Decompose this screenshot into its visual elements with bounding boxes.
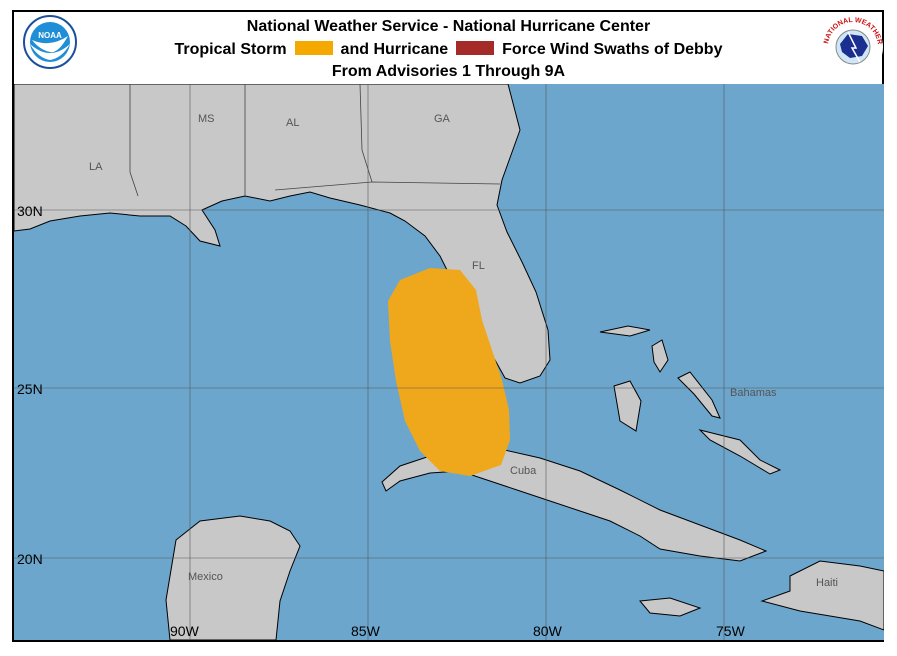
- title-hurricane: and Hurricane: [340, 41, 449, 58]
- label-mexico: Mexico: [188, 571, 223, 583]
- title-wind-swaths: Force Wind Swaths of Debby: [502, 41, 723, 58]
- eleuthera: [677, 371, 721, 419]
- nws-logo: NATIONAL WEATHER SERVICE: [818, 14, 883, 77]
- title-line-3: From Advisories 1 Through 9A: [331, 63, 566, 80]
- yucatan-mexico: [165, 515, 301, 640]
- lon-label-80w: 80W: [533, 623, 563, 639]
- label-cuba: Cuba: [510, 465, 537, 477]
- title-tropical-storm: Tropical Storm: [174, 41, 287, 58]
- title-line-1: National Weather Service - National Hurr…: [246, 18, 651, 35]
- hurricane-legend-swatch: [456, 41, 495, 55]
- svg-text:NOAA: NOAA: [38, 31, 62, 40]
- us-mainland: [14, 84, 551, 384]
- lat-label-25n: 25N: [17, 381, 43, 397]
- tropical-storm-wind-swath: [388, 268, 510, 476]
- tropical-storm-legend-swatch: [294, 41, 333, 55]
- lat-label-20n: 20N: [17, 551, 43, 567]
- noaa-logo: NOAA: [23, 15, 77, 69]
- label-ga: GA: [434, 113, 451, 125]
- lon-label-75w: 75W: [716, 623, 746, 639]
- bahamas-south: [698, 429, 782, 475]
- label-la: LA: [89, 161, 103, 173]
- lon-label-90w: 90W: [170, 623, 200, 639]
- lat-label-30n: 30N: [17, 203, 43, 219]
- andros-island: [613, 380, 642, 432]
- title-line-2: Tropical Storm and Hurricane Force Wind Sw…: [0, 41, 897, 59]
- jamaica: [639, 597, 702, 617]
- state-borders: [129, 84, 501, 197]
- hispaniola: [760, 560, 884, 631]
- wind-swath-map: MS AL GA LA FL Bahamas Cuba Mexico Haiti…: [14, 84, 884, 640]
- graticule: [14, 84, 884, 640]
- lon-label-85w: 85W: [351, 623, 381, 639]
- label-ms: MS: [198, 113, 215, 125]
- label-haiti: Haiti: [816, 577, 838, 589]
- label-fl: FL: [472, 260, 485, 272]
- abaco: [651, 339, 669, 373]
- label-al: AL: [286, 117, 299, 129]
- grand-bahama: [599, 325, 651, 337]
- label-bahamas: Bahamas: [730, 387, 777, 399]
- region-labels: MS AL GA LA FL Bahamas Cuba Mexico Haiti: [89, 113, 838, 589]
